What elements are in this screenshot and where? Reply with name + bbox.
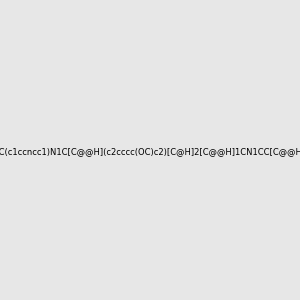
Text: O=C(c1ccncc1)N1C[C@@H](c2cccc(OC)c2)[C@H]2[C@@H]1CN1CC[C@@H]2C1: O=C(c1ccncc1)N1C[C@@H](c2cccc(OC)c2)[C@H… (0, 147, 300, 156)
